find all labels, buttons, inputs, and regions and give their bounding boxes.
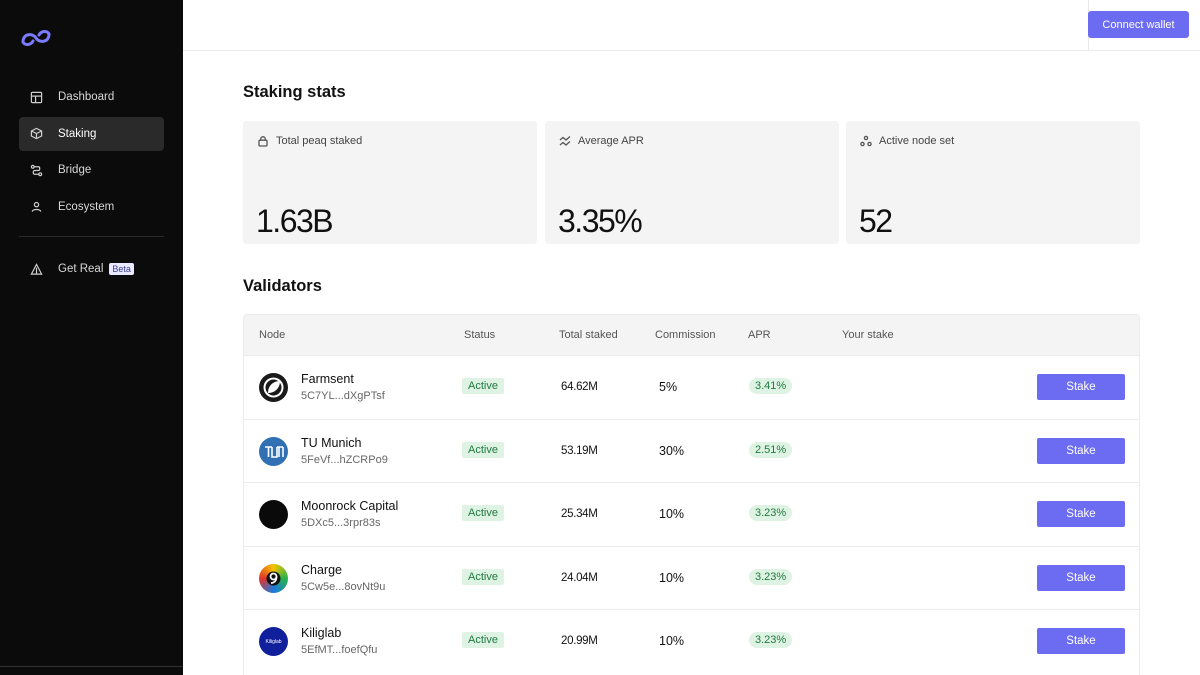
top-bar (183, 0, 1200, 51)
user-icon (29, 200, 43, 214)
node-name: Moonrock Capital (301, 499, 399, 513)
node-address: 5DXc5...3rpr83s (301, 517, 381, 529)
status-badge: Active (462, 441, 504, 458)
apr-badge: 3.23% (749, 568, 793, 585)
farmsent-logo (259, 373, 288, 402)
column-header: Commission (655, 329, 716, 341)
nodes-icon (860, 135, 872, 147)
stat-card-active-node-set: Active node set 52 (846, 121, 1140, 244)
node-address: 5FeVf...hZCRPo9 (301, 453, 388, 466)
validators-table: Node Status Total staked Commission APR … (243, 314, 1140, 675)
trend-icon (559, 136, 571, 146)
stake-button[interactable]: Stake (1037, 437, 1125, 464)
sidebar-item-ecosystem[interactable]: Ecosystem (19, 190, 164, 224)
status-badge: Active (462, 568, 504, 585)
node-name: Charge (301, 562, 342, 577)
tum-logo (259, 436, 288, 466)
commission: 10% (659, 507, 685, 521)
column-header: Status (464, 329, 496, 341)
stat-value: 1.63B (256, 203, 334, 239)
node-name: Farmsent (301, 372, 354, 386)
sidebar-item-staking[interactable]: Staking (19, 116, 164, 151)
total-staked: 53.19M (561, 444, 598, 457)
column-header: Your stake (842, 329, 894, 341)
sidebar-item-get-real[interactable]: Get Real Beta (19, 252, 164, 286)
table-row[interactable]: Kiliglab Kiliglab 5EfMT...foefQfu Active… (244, 609, 1139, 673)
bridge-icon (29, 163, 43, 177)
triangle-icon (29, 262, 43, 276)
sidebar-item-label: Dashboard (58, 91, 115, 103)
stake-button[interactable]: Stake (1037, 564, 1125, 591)
commission: 30% (659, 443, 685, 458)
sidebar-nav: Dashboard Staking Bridge Ecosystem (19, 80, 164, 226)
kiliglab-logo: Kiliglab (259, 627, 288, 656)
stake-button[interactable]: Stake (1037, 374, 1125, 400)
total-staked: 64.62M (561, 381, 598, 393)
commission: 10% (659, 634, 685, 648)
commission: 5% (659, 380, 678, 394)
node-address: 5C7YL...dXgPTsf (301, 390, 385, 402)
sidebar-item-bridge[interactable]: Bridge (19, 153, 164, 187)
stat-label: Average APR (578, 135, 644, 147)
charge-logo (259, 563, 288, 593)
commission: 10% (659, 570, 685, 585)
stake-button[interactable]: Stake (1037, 501, 1125, 527)
peaq-logo-icon[interactable] (20, 28, 52, 48)
total-staked: 20.99M (561, 635, 598, 647)
table-row[interactable]: Moonrock Capital 5DXc5...3rpr83s Active … (244, 482, 1139, 546)
node-address: 5Cw5e...8ovNt9u (301, 580, 386, 593)
apr-badge: 3.41% (749, 378, 793, 394)
moonrock-logo (259, 500, 288, 529)
table-row[interactable]: Farmsent 5C7YL...dXgPTsf Active 64.62M 5… (244, 355, 1139, 419)
column-header: APR (748, 329, 771, 341)
stat-card-average-apr: Average APR 3.35% (545, 121, 839, 244)
stat-label: Total peaq staked (276, 135, 363, 147)
lock-icon (258, 136, 268, 147)
stat-value: 3.35% (558, 203, 643, 239)
table-row[interactable]: Charge 5Cw5e...8ovNt9u Active 24.04M 10%… (244, 545, 1139, 610)
stat-label: Active node set (879, 135, 955, 147)
kiliglab-logo-text: Kiliglab (265, 638, 282, 645)
total-staked: 25.34M (561, 508, 598, 520)
sidebar-item-label: Get Real (58, 263, 104, 275)
apr-badge: 3.23% (749, 505, 793, 521)
sidebar-item-label: Staking (58, 127, 97, 140)
beta-badge: Beta (109, 263, 134, 275)
table-row[interactable]: TU Munich 5FeVf...hZCRPo9 Active 53.19M … (244, 418, 1139, 483)
connect-wallet-button[interactable]: Connect wallet (1088, 11, 1189, 38)
sidebar-item-dashboard[interactable]: Dashboard (19, 80, 164, 114)
stat-card-total-staked: Total peaq staked 1.63B (243, 121, 537, 244)
dashboard-icon (29, 90, 43, 104)
sidebar-item-label: Bridge (58, 164, 92, 176)
node-address: 5EfMT...foefQfu (301, 644, 378, 656)
total-staked: 24.04M (561, 571, 598, 584)
status-badge: Active (462, 378, 504, 394)
column-header: Node (259, 329, 286, 341)
staking-stats-title: Staking stats (243, 83, 346, 101)
stat-value: 52 (859, 203, 893, 239)
status-badge: Active (462, 632, 504, 648)
node-name: Kiliglab (301, 626, 342, 640)
status-badge: Active (462, 505, 504, 521)
sidebar: Dashboard Staking Bridge Ecosystem (0, 0, 183, 675)
sidebar-footer-divider (0, 666, 183, 667)
validators-title: Validators (243, 277, 322, 295)
node-name: TU Munich (301, 435, 362, 450)
apr-badge: 2.51% (749, 441, 793, 458)
column-header: Total staked (559, 329, 618, 341)
sidebar-item-label: Ecosystem (58, 200, 115, 213)
table-header: Node Status Total staked Commission APR … (244, 315, 1139, 355)
apr-badge: 3.23% (749, 632, 793, 648)
stake-button[interactable]: Stake (1037, 628, 1125, 654)
cube-icon (29, 127, 43, 141)
sidebar-divider (19, 236, 164, 237)
